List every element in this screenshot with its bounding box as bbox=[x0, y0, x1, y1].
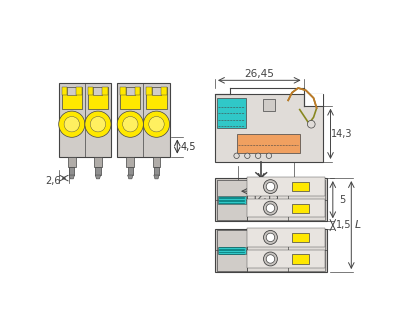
Text: 26,45: 26,45 bbox=[244, 69, 274, 79]
Text: 14,3: 14,3 bbox=[330, 129, 352, 139]
Bar bbox=[216, 98, 246, 128]
Text: 5: 5 bbox=[339, 195, 345, 205]
Bar bbox=[67, 87, 76, 95]
Bar bbox=[236, 134, 300, 153]
Bar bbox=[76, 87, 82, 95]
Circle shape bbox=[144, 111, 170, 137]
Bar bbox=[263, 99, 275, 111]
Text: 4,5: 4,5 bbox=[180, 142, 196, 152]
Circle shape bbox=[264, 252, 277, 266]
Bar bbox=[94, 157, 102, 167]
Bar bbox=[146, 87, 166, 109]
Polygon shape bbox=[128, 175, 133, 179]
Circle shape bbox=[90, 117, 106, 132]
Bar bbox=[292, 254, 309, 264]
Circle shape bbox=[308, 120, 315, 128]
Bar bbox=[120, 87, 126, 95]
Bar bbox=[215, 178, 327, 221]
Polygon shape bbox=[69, 175, 74, 179]
Bar bbox=[68, 157, 76, 167]
Bar bbox=[292, 182, 309, 191]
Bar bbox=[247, 177, 325, 196]
Bar bbox=[94, 87, 102, 95]
Text: L: L bbox=[354, 220, 360, 230]
Circle shape bbox=[256, 153, 261, 158]
Circle shape bbox=[117, 111, 144, 137]
Bar bbox=[135, 87, 140, 95]
Bar bbox=[247, 228, 325, 247]
Bar bbox=[154, 167, 159, 175]
Circle shape bbox=[266, 204, 275, 212]
Circle shape bbox=[266, 255, 275, 263]
Circle shape bbox=[264, 180, 277, 193]
Bar bbox=[88, 87, 94, 95]
Bar bbox=[128, 167, 133, 175]
Text: 2,6: 2,6 bbox=[45, 176, 60, 186]
Bar bbox=[216, 230, 247, 271]
Bar bbox=[216, 180, 325, 220]
Circle shape bbox=[266, 153, 272, 158]
Bar bbox=[152, 87, 161, 95]
Bar bbox=[126, 157, 134, 167]
Bar bbox=[218, 247, 246, 254]
Circle shape bbox=[64, 117, 80, 132]
Bar bbox=[216, 180, 247, 220]
Bar bbox=[117, 83, 170, 157]
Bar bbox=[126, 87, 135, 95]
Bar bbox=[215, 94, 323, 162]
Bar bbox=[59, 83, 111, 157]
Bar bbox=[120, 87, 140, 109]
Circle shape bbox=[264, 230, 277, 244]
Circle shape bbox=[149, 117, 164, 132]
Bar bbox=[218, 196, 246, 204]
Bar bbox=[153, 157, 160, 167]
Text: 1,5: 1,5 bbox=[336, 220, 351, 230]
Bar bbox=[102, 87, 108, 95]
Bar bbox=[216, 230, 325, 271]
Bar bbox=[292, 204, 309, 213]
Circle shape bbox=[234, 153, 239, 158]
Bar bbox=[292, 233, 309, 242]
Text: 12,15: 12,15 bbox=[252, 193, 280, 202]
Circle shape bbox=[266, 182, 275, 191]
Circle shape bbox=[245, 153, 250, 158]
Circle shape bbox=[59, 111, 85, 137]
Polygon shape bbox=[95, 175, 101, 179]
Circle shape bbox=[85, 111, 111, 137]
Bar bbox=[215, 229, 327, 272]
Bar bbox=[95, 167, 101, 175]
Circle shape bbox=[123, 117, 138, 132]
Bar bbox=[88, 87, 108, 109]
Bar bbox=[304, 94, 323, 106]
Bar bbox=[69, 167, 74, 175]
Polygon shape bbox=[154, 175, 159, 179]
Bar bbox=[62, 87, 67, 95]
Bar bbox=[161, 87, 166, 95]
Circle shape bbox=[266, 233, 275, 241]
Bar bbox=[247, 199, 325, 217]
Bar bbox=[146, 87, 152, 95]
Circle shape bbox=[264, 201, 277, 215]
Bar bbox=[247, 250, 325, 268]
Bar bbox=[62, 87, 82, 109]
